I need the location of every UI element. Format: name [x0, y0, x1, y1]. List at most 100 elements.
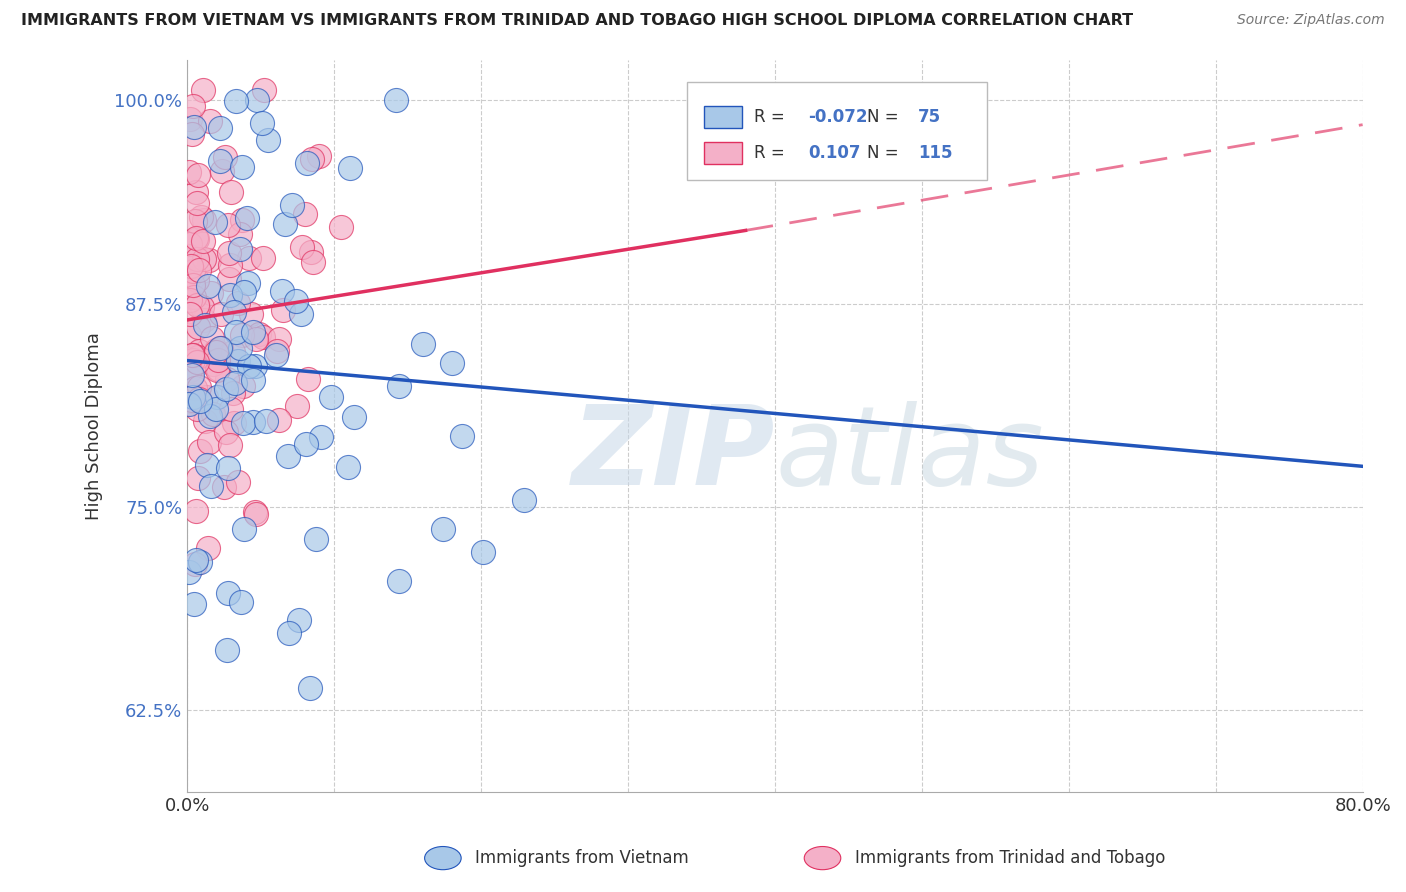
- Point: [305, 532, 328, 546]
- Point: [183, 120, 205, 135]
- Point: [232, 416, 254, 430]
- Point: [231, 379, 253, 393]
- Point: [207, 362, 229, 376]
- Text: 75: 75: [918, 108, 942, 126]
- Bar: [704, 106, 742, 128]
- Point: [295, 156, 318, 170]
- Point: [297, 372, 319, 386]
- Point: [218, 272, 240, 286]
- Point: [188, 393, 211, 408]
- Point: [193, 252, 215, 267]
- Point: [186, 186, 208, 200]
- Point: [224, 305, 246, 319]
- Point: [229, 227, 252, 241]
- Point: [181, 352, 204, 367]
- Point: [215, 425, 238, 439]
- Point: [242, 373, 264, 387]
- Point: [208, 121, 231, 136]
- Point: [245, 359, 267, 374]
- Point: [187, 380, 209, 394]
- Point: [231, 160, 253, 174]
- Point: [198, 434, 221, 449]
- Point: [252, 83, 274, 97]
- Point: [201, 407, 224, 421]
- Point: [187, 319, 209, 334]
- Point: [388, 379, 411, 393]
- Point: [301, 152, 323, 166]
- Point: [180, 394, 202, 409]
- Point: [186, 252, 208, 266]
- Point: [184, 381, 207, 395]
- Point: [217, 461, 239, 475]
- Point: [450, 429, 472, 443]
- Point: [254, 414, 277, 428]
- Point: [184, 553, 207, 567]
- Text: N =: N =: [866, 108, 904, 126]
- Point: [238, 251, 260, 265]
- Point: [181, 264, 204, 278]
- Point: [266, 344, 288, 359]
- Point: [181, 99, 204, 113]
- Point: [388, 574, 411, 588]
- Point: [219, 438, 242, 452]
- Point: [231, 595, 253, 609]
- Point: [224, 416, 246, 430]
- Point: [238, 276, 260, 290]
- Point: [336, 459, 359, 474]
- Point: [229, 341, 252, 355]
- Point: [195, 390, 218, 404]
- Point: [229, 242, 252, 256]
- Point: [184, 230, 207, 244]
- Point: [177, 164, 200, 178]
- Point: [208, 342, 231, 356]
- Point: [218, 287, 240, 301]
- Point: [232, 522, 254, 536]
- Point: [179, 565, 201, 579]
- Point: [188, 263, 211, 277]
- Point: [290, 307, 312, 321]
- Point: [512, 492, 534, 507]
- Point: [242, 416, 264, 430]
- Point: [217, 219, 239, 233]
- Point: [240, 307, 263, 321]
- Point: [207, 390, 229, 404]
- Text: atlas: atlas: [775, 401, 1043, 508]
- Point: [245, 508, 267, 522]
- Point: [202, 357, 225, 371]
- Point: [224, 376, 246, 391]
- Text: Source: ZipAtlas.com: Source: ZipAtlas.com: [1237, 13, 1385, 28]
- Point: [267, 412, 290, 426]
- Point: [205, 343, 228, 358]
- Point: [186, 298, 208, 312]
- Point: [238, 359, 260, 374]
- Point: [200, 409, 222, 424]
- Point: [309, 430, 332, 444]
- Point: [211, 164, 233, 178]
- Point: [197, 458, 219, 472]
- Point: [252, 329, 274, 343]
- Point: [181, 368, 204, 382]
- Point: [299, 244, 322, 259]
- Point: [440, 356, 463, 370]
- Point: [181, 348, 204, 362]
- Point: [191, 83, 214, 97]
- Point: [186, 401, 208, 416]
- Point: [217, 585, 239, 599]
- Point: [219, 402, 242, 417]
- Point: [186, 196, 208, 211]
- Point: [245, 332, 267, 346]
- Point: [193, 313, 215, 327]
- Point: [385, 93, 408, 107]
- Point: [339, 161, 361, 175]
- Point: [186, 355, 208, 369]
- Point: [205, 363, 228, 377]
- Point: [184, 504, 207, 518]
- Point: [271, 303, 294, 318]
- Point: [218, 246, 240, 260]
- Point: [207, 353, 229, 368]
- Point: [181, 390, 204, 404]
- Point: [183, 597, 205, 611]
- Point: [204, 215, 226, 229]
- Point: [319, 390, 342, 404]
- Point: [264, 347, 287, 361]
